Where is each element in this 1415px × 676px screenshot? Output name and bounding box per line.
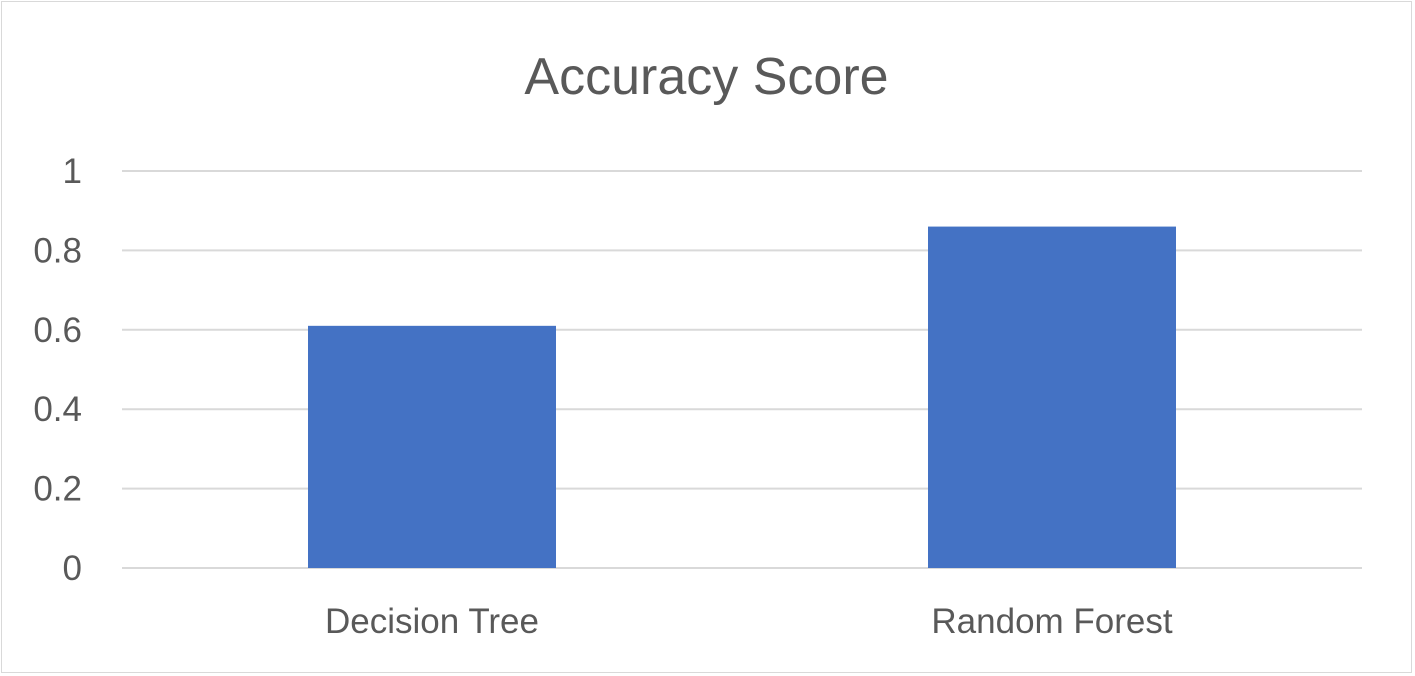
x-axis-tick-labels: Decision Tree Random Forest (325, 602, 1173, 641)
y-tick-label: 0.4 (33, 390, 82, 429)
y-axis-tick-labels: 0 0.2 0.4 0.6 0.8 1 (33, 152, 82, 588)
y-tick-label: 1 (63, 152, 82, 191)
x-tick-label: Random Forest (931, 602, 1172, 641)
x-tick-label: Decision Tree (325, 602, 539, 641)
y-tick-label: 0.6 (33, 311, 82, 350)
y-tick-label: 0.2 (33, 470, 82, 509)
bar (928, 226, 1176, 568)
y-tick-label: 0.8 (33, 231, 82, 270)
bars (308, 226, 1176, 568)
chart-title: Accuracy Score (524, 48, 889, 106)
bar (308, 325, 556, 568)
y-tick-label: 0 (63, 549, 82, 588)
